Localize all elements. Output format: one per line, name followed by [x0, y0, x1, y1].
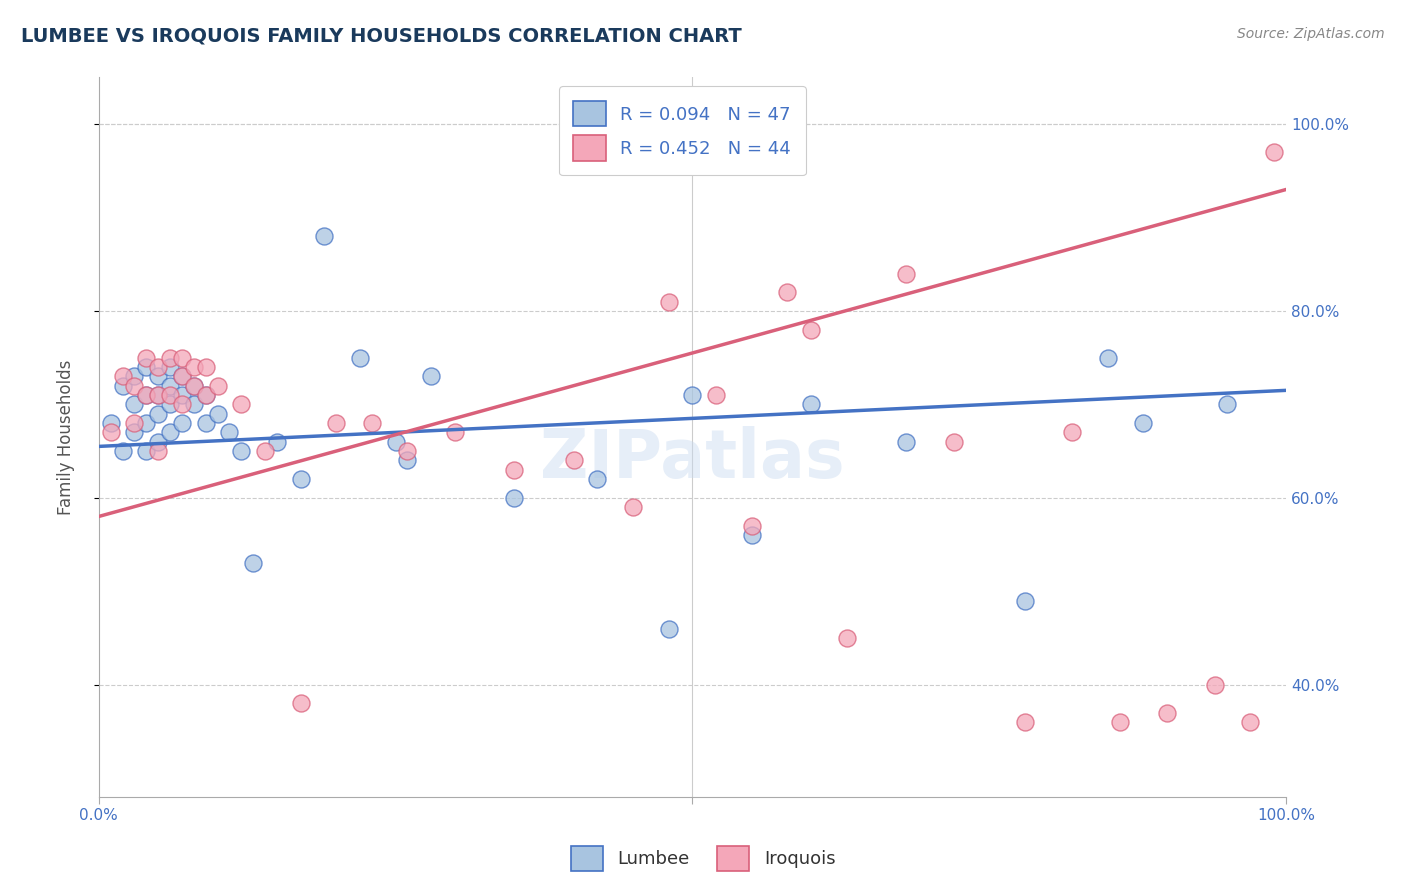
Point — [207, 378, 229, 392]
Point — [159, 425, 181, 440]
Point — [111, 444, 134, 458]
Point — [800, 323, 823, 337]
Point — [135, 444, 157, 458]
Point — [396, 453, 419, 467]
Point — [194, 388, 217, 402]
Point — [170, 416, 193, 430]
Point — [194, 416, 217, 430]
Point — [194, 388, 217, 402]
Point — [218, 425, 240, 440]
Point — [253, 444, 276, 458]
Point — [1204, 677, 1226, 691]
Point — [170, 397, 193, 411]
Point — [562, 453, 585, 467]
Point — [183, 397, 205, 411]
Point — [325, 416, 347, 430]
Point — [658, 622, 681, 636]
Point — [135, 416, 157, 430]
Point — [135, 351, 157, 365]
Point — [776, 285, 799, 300]
Point — [146, 369, 169, 384]
Point — [704, 388, 727, 402]
Point — [1132, 416, 1154, 430]
Point — [183, 378, 205, 392]
Point — [1097, 351, 1119, 365]
Legend: R = 0.094   N = 47, R = 0.452   N = 44: R = 0.094 N = 47, R = 0.452 N = 44 — [560, 87, 806, 176]
Point — [146, 388, 169, 402]
Point — [170, 369, 193, 384]
Point — [100, 416, 122, 430]
Point — [124, 397, 146, 411]
Point — [290, 696, 312, 710]
Point — [146, 359, 169, 374]
Point — [1062, 425, 1084, 440]
Point — [444, 425, 467, 440]
Point — [231, 397, 253, 411]
Point — [124, 378, 146, 392]
Text: ZIPatlas: ZIPatlas — [540, 425, 845, 491]
Point — [420, 369, 443, 384]
Point — [1156, 706, 1178, 720]
Point — [207, 407, 229, 421]
Point — [741, 528, 763, 542]
Point — [159, 388, 181, 402]
Point — [384, 434, 406, 449]
Point — [1215, 397, 1237, 411]
Point — [800, 397, 823, 411]
Point — [586, 472, 609, 486]
Point — [111, 369, 134, 384]
Point — [360, 416, 382, 430]
Point — [503, 491, 526, 505]
Legend: Lumbee, Iroquois: Lumbee, Iroquois — [564, 838, 842, 879]
Point — [266, 434, 288, 449]
Point — [159, 397, 181, 411]
Point — [658, 294, 681, 309]
Text: LUMBEE VS IROQUOIS FAMILY HOUSEHOLDS CORRELATION CHART: LUMBEE VS IROQUOIS FAMILY HOUSEHOLDS COR… — [21, 27, 742, 45]
Point — [170, 388, 193, 402]
Point — [146, 444, 169, 458]
Point — [194, 359, 217, 374]
Point — [159, 359, 181, 374]
Point — [1263, 145, 1285, 160]
Point — [170, 351, 193, 365]
Point — [290, 472, 312, 486]
Point — [183, 359, 205, 374]
Point — [349, 351, 371, 365]
Point — [242, 556, 264, 570]
Point — [314, 229, 336, 244]
Point — [681, 388, 703, 402]
Point — [1108, 714, 1130, 729]
Point — [146, 407, 169, 421]
Point — [835, 631, 858, 645]
Point — [100, 425, 122, 440]
Point — [942, 434, 965, 449]
Point — [146, 434, 169, 449]
Point — [170, 369, 193, 384]
Point — [146, 388, 169, 402]
Point — [1014, 593, 1036, 607]
Y-axis label: Family Households: Family Households — [58, 359, 75, 515]
Point — [894, 267, 917, 281]
Point — [111, 378, 134, 392]
Text: Source: ZipAtlas.com: Source: ZipAtlas.com — [1237, 27, 1385, 41]
Point — [135, 359, 157, 374]
Point — [159, 351, 181, 365]
Point — [124, 369, 146, 384]
Point — [183, 378, 205, 392]
Point — [396, 444, 419, 458]
Point — [159, 378, 181, 392]
Point — [135, 388, 157, 402]
Point — [894, 434, 917, 449]
Point — [124, 416, 146, 430]
Point — [231, 444, 253, 458]
Point — [124, 425, 146, 440]
Point — [1239, 714, 1261, 729]
Point — [1014, 714, 1036, 729]
Point — [503, 463, 526, 477]
Point — [135, 388, 157, 402]
Point — [741, 518, 763, 533]
Point — [621, 500, 644, 515]
